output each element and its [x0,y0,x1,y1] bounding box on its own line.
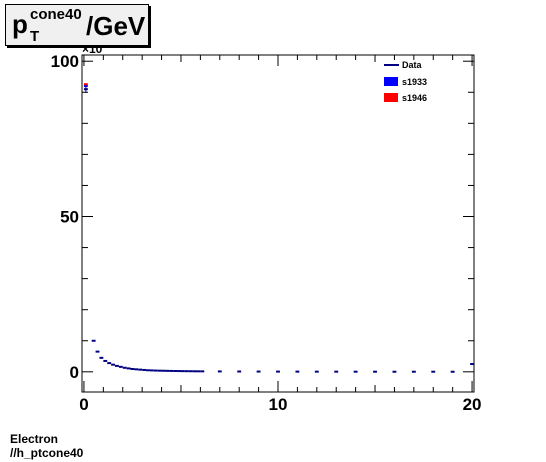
footer-histogram-path: //h_ptcone40 [10,446,84,460]
chart-title-box: p cone40 T /GeV [5,4,149,46]
data-series [83,83,474,373]
legend-label-s1933: s1933 [402,77,427,87]
x-tick-label: 20 [463,395,482,414]
x-tick-label: 10 [269,395,288,414]
legend-label-s1946: s1946 [402,93,427,103]
title-subscript: T [30,28,40,45]
x-tick-label: 0 [79,395,88,414]
y-tick-labels: 0 50 100 [51,52,79,382]
axis-ticks [82,55,474,392]
y-tick-label: 0 [70,363,79,382]
title-symbol: p [12,9,28,39]
title-unit: /GeV [86,11,146,41]
legend-marker-s1933 [384,77,398,86]
legend-label-data: Data [402,60,423,70]
y-tick-label: 50 [60,208,79,227]
legend-marker-s1946 [384,93,398,102]
footer-category: Electron [10,432,59,446]
x-tick-labels: 0 10 20 [79,395,481,414]
legend: Data s1933 s1946 [384,60,427,103]
plot-frame [81,54,475,393]
title-superscript: cone40 [30,6,82,23]
y-tick-label: 100 [51,52,79,71]
